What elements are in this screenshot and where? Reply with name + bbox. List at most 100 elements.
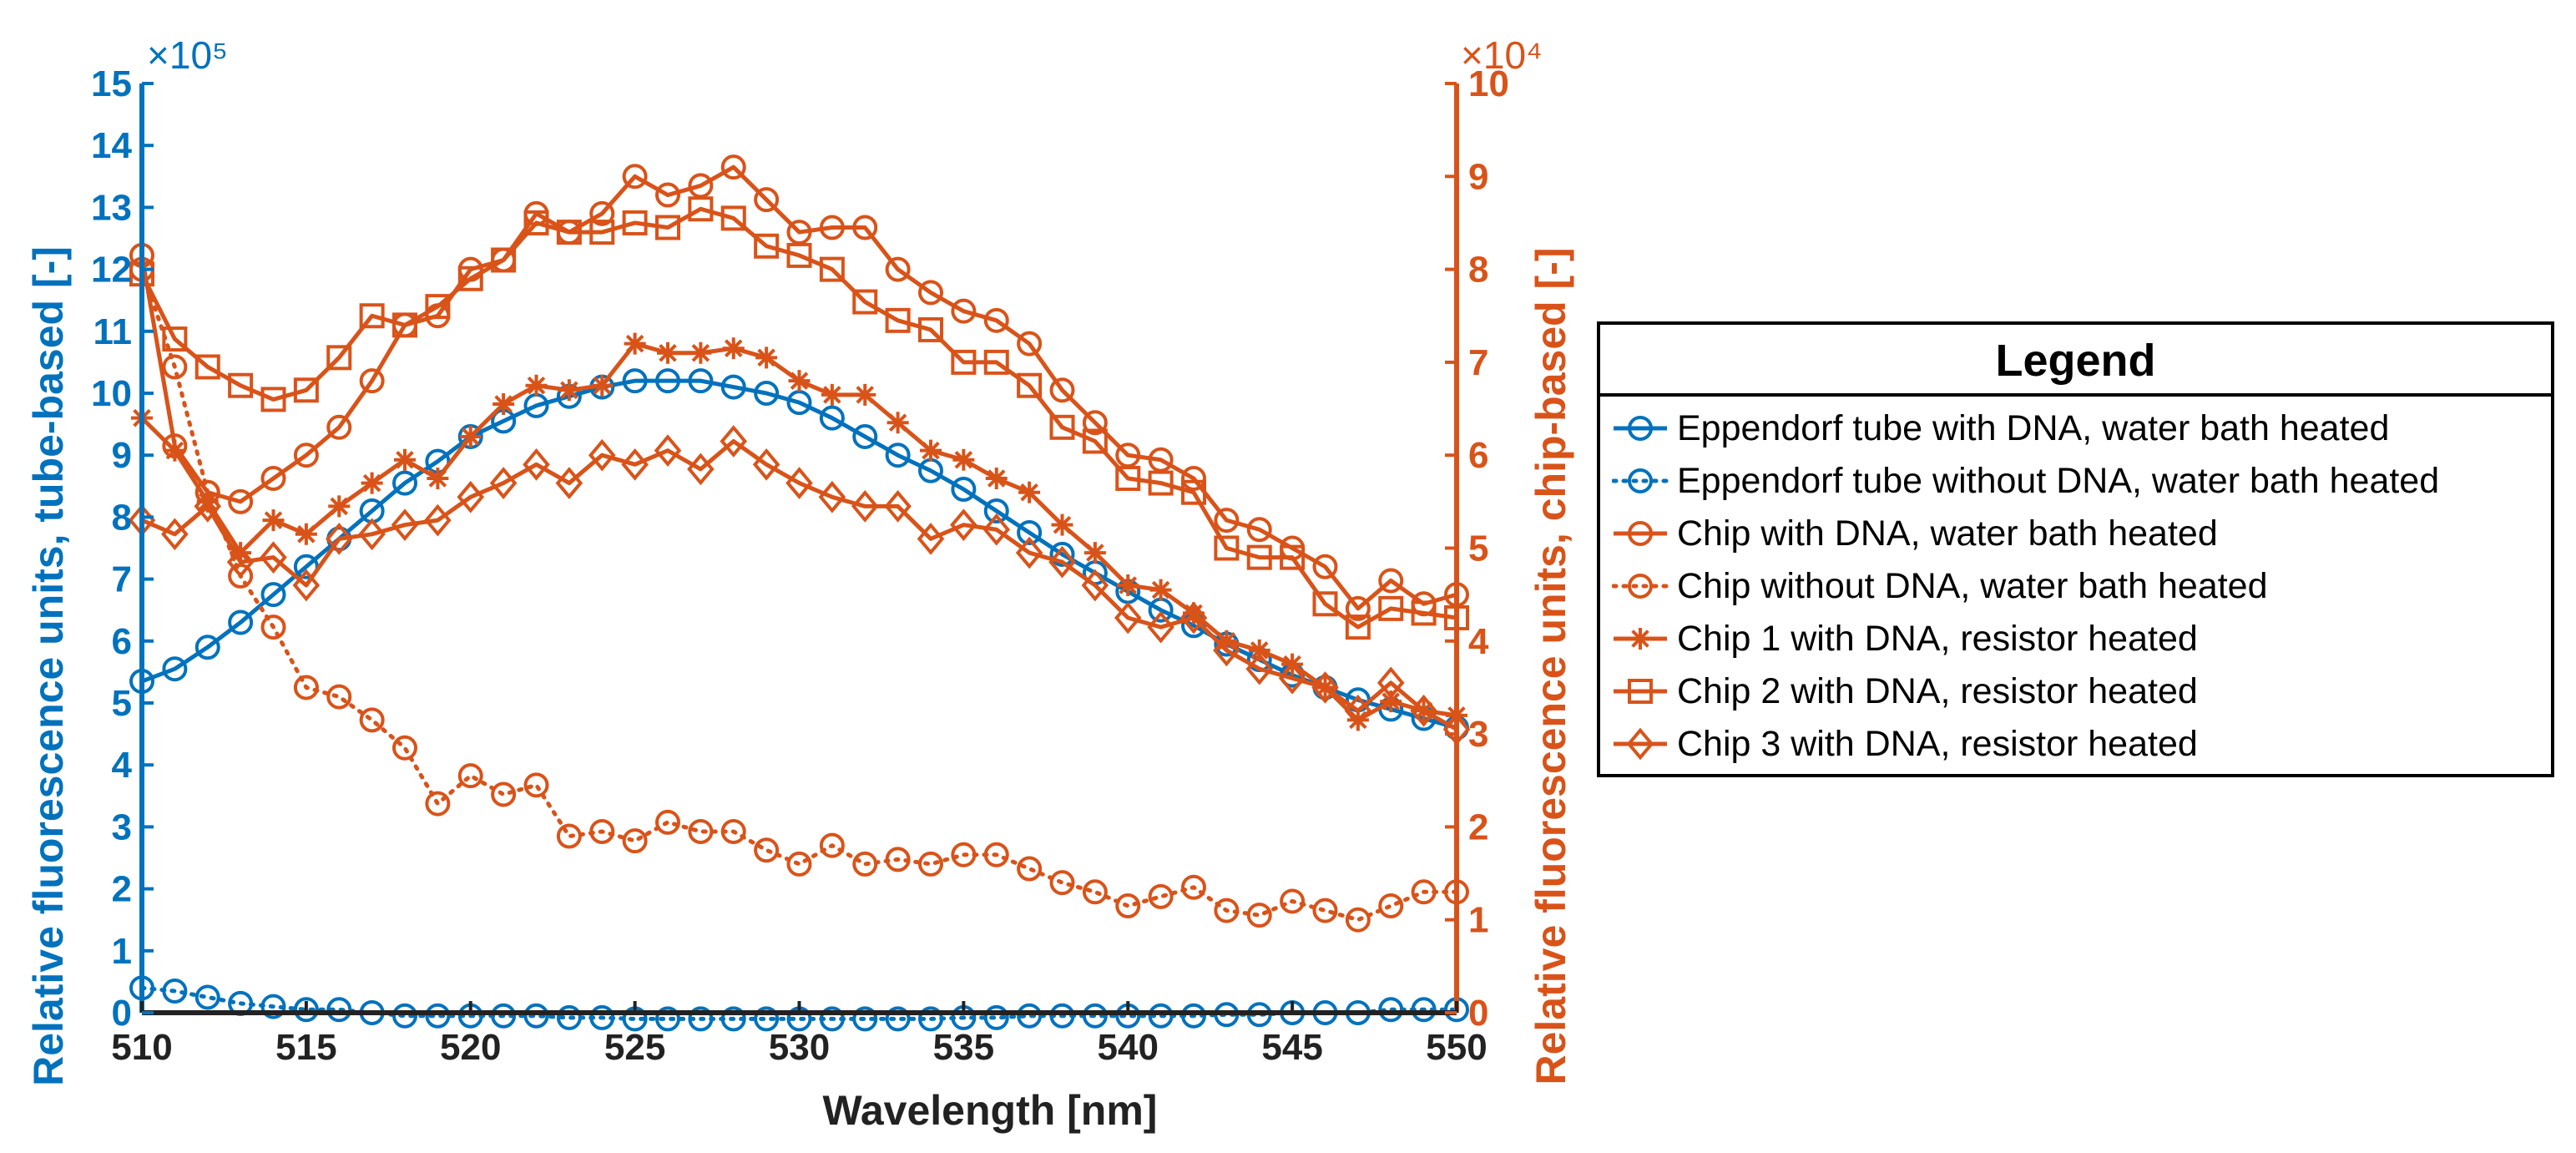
- data-point: [818, 480, 846, 513]
- data-point: [1346, 709, 1369, 731]
- data-point: [720, 374, 746, 400]
- legend-label: Chip with DNA, water bath heated: [1677, 513, 2218, 554]
- data-point: [424, 503, 452, 537]
- y-right-tick-label: 3: [1468, 714, 1488, 755]
- data-point: [983, 349, 1009, 375]
- data-point: [950, 508, 977, 542]
- legend-label: Chip 1 with DNA, resistor heated: [1677, 619, 2198, 659]
- data-point: [1280, 544, 1306, 570]
- data-point: [459, 425, 482, 448]
- data-point: [819, 1006, 845, 1032]
- data-point: [951, 298, 977, 324]
- data-point: [1082, 879, 1108, 905]
- data-point: [655, 368, 680, 394]
- data-point: [589, 818, 615, 844]
- data-point: [194, 490, 222, 523]
- data-point: [523, 448, 550, 481]
- x-tick-label: 530: [769, 1027, 830, 1068]
- data-point: [1015, 536, 1043, 569]
- data-point: [1179, 601, 1208, 635]
- data-point: [196, 490, 219, 513]
- y-left-tick-label: 9: [112, 435, 132, 476]
- data-point: [852, 1006, 878, 1032]
- data-point: [260, 994, 286, 1019]
- x-tick-label: 525: [604, 1027, 665, 1068]
- data-point: [1312, 898, 1338, 923]
- data-point: [1380, 690, 1402, 713]
- data-point: [1017, 856, 1043, 882]
- data-point: [885, 847, 911, 872]
- legend-item: Chip 3 with DNA, resistor heated: [1600, 718, 2551, 770]
- data-point: [1049, 377, 1075, 403]
- data-point: [589, 200, 615, 226]
- data-point: [983, 307, 1009, 333]
- data-point: [391, 508, 419, 542]
- x-axis-label: Wavelength [nm]: [823, 1087, 1158, 1134]
- x-tick-label: 535: [933, 1027, 994, 1068]
- y-right-tick-label: 4: [1468, 621, 1489, 662]
- y-left-tick-label: 6: [112, 621, 132, 662]
- data-point: [852, 423, 878, 449]
- legend-item: Chip with DNA, water bath heated: [1600, 508, 2551, 559]
- data-point: [523, 1003, 549, 1029]
- data-point: [1114, 601, 1142, 635]
- data-point: [754, 1006, 780, 1032]
- data-point: [622, 368, 648, 394]
- data-point: [920, 439, 942, 462]
- data-point: [655, 182, 680, 208]
- data-point: [1181, 874, 1206, 900]
- legend-swatch: [1614, 727, 1667, 761]
- data-point: [951, 349, 977, 375]
- data-point: [754, 233, 780, 259]
- data-point: [1378, 595, 1404, 621]
- data-point: [1017, 1003, 1043, 1029]
- data-point: [720, 425, 748, 458]
- data-point: [1048, 545, 1076, 579]
- y-right-tick-label: 2: [1468, 807, 1488, 847]
- data-point: [161, 518, 189, 551]
- data-point: [918, 851, 943, 877]
- data-point: [164, 439, 186, 462]
- data-point: [162, 656, 188, 682]
- data-point: [1248, 639, 1270, 661]
- data-point: [689, 341, 712, 364]
- data-point: [1245, 652, 1274, 685]
- y-right-tick-label: 1: [1468, 900, 1488, 941]
- data-point: [162, 354, 188, 380]
- data-point: [788, 370, 811, 392]
- series-1: [129, 368, 1469, 741]
- y-left-tick-label: 5: [112, 683, 132, 724]
- data-point: [1345, 595, 1371, 621]
- data-point: [918, 1006, 943, 1032]
- y-left-tick-label: 4: [112, 745, 133, 786]
- data-point: [952, 448, 975, 471]
- legend-item: Eppendorf tube with DNA, water bath heat…: [1600, 402, 2551, 454]
- legend: Legend Eppendorf tube with DNA, water ba…: [1597, 321, 2554, 777]
- y-axis-right-exponent: ×10⁴: [1461, 33, 1543, 77]
- data-point: [1378, 997, 1404, 1023]
- data-point: [556, 823, 582, 849]
- data-point: [1017, 372, 1043, 398]
- data-point: [886, 412, 909, 434]
- data-point: [852, 851, 878, 877]
- data-point: [688, 368, 714, 394]
- data-point: [1081, 569, 1109, 602]
- data-point: [754, 837, 780, 863]
- data-point: [754, 381, 780, 406]
- series-4: [129, 256, 1469, 933]
- data-point: [755, 346, 778, 369]
- data-point: [1181, 1003, 1206, 1029]
- x-tick-label: 520: [440, 1027, 501, 1068]
- y-right-tick-label: 9: [1468, 156, 1488, 197]
- x-tick-label: 550: [1426, 1027, 1487, 1068]
- data-point: [983, 498, 1009, 523]
- series-7: [128, 425, 1471, 746]
- data-point: [1148, 883, 1174, 909]
- data-point: [917, 523, 945, 555]
- data-point: [457, 265, 483, 291]
- data-point: [1246, 517, 1272, 543]
- data-point: [392, 1003, 417, 1029]
- data-point: [1051, 513, 1073, 536]
- data-point: [589, 220, 615, 245]
